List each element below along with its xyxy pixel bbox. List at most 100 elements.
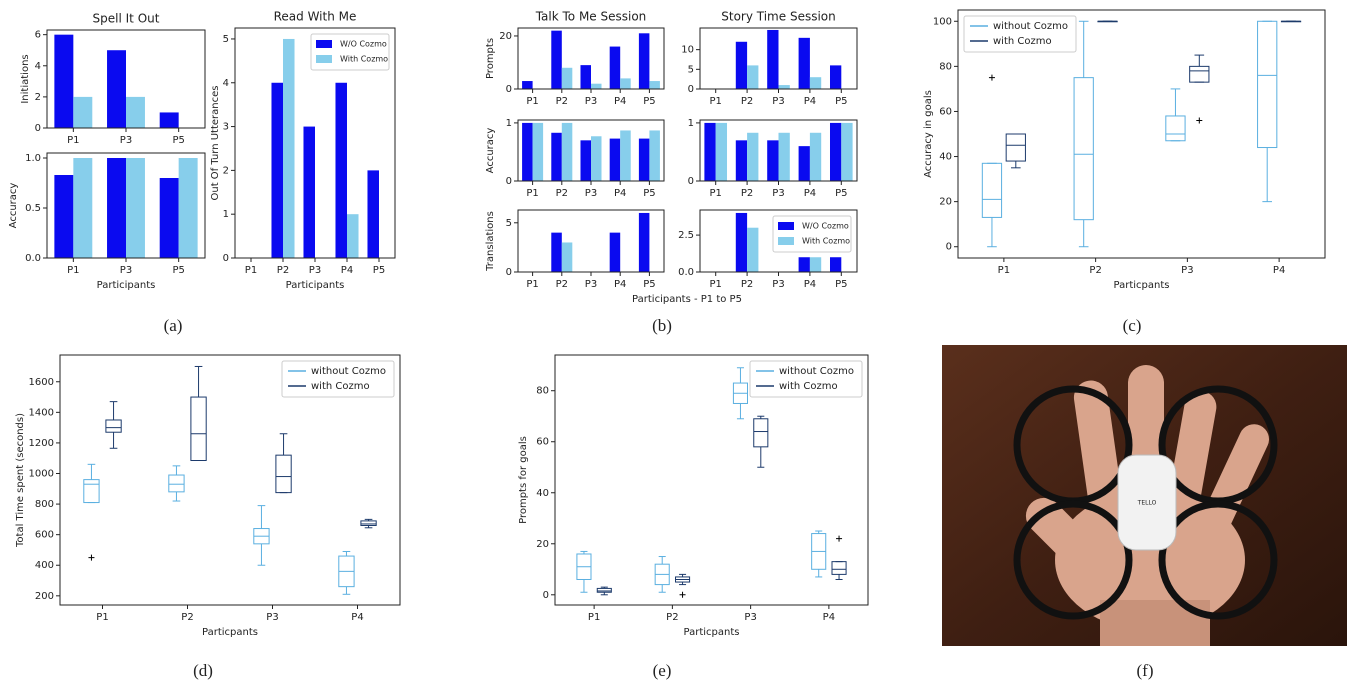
x-tick-label: P2 <box>741 96 753 107</box>
y-tick-label: 60 <box>939 106 952 117</box>
y-tick-label: 6 <box>35 30 41 41</box>
box <box>190 396 207 462</box>
y-tick-label: 20 <box>536 539 549 550</box>
bar <box>735 212 748 272</box>
caption: (a) <box>164 316 183 335</box>
y-tick-label: 0 <box>506 84 512 95</box>
bar <box>649 81 660 89</box>
box <box>753 418 769 448</box>
x-axis-label: Participants <box>286 280 345 291</box>
y-tick-label: 0 <box>223 253 229 264</box>
bar <box>522 81 533 89</box>
bar <box>638 33 650 89</box>
box <box>831 561 847 575</box>
y-tick-label: 40 <box>536 488 549 499</box>
y-tick-label: 0 <box>688 84 694 95</box>
y-axis-label: Total Time spent (seconds) <box>15 413 26 548</box>
box <box>596 587 612 593</box>
bar <box>532 122 544 181</box>
y-tick-label: 800 <box>35 499 54 510</box>
x-tick-label: P4 <box>341 265 353 276</box>
x-tick-label: P4 <box>823 612 835 623</box>
bar <box>591 83 602 89</box>
x-axis-label: Particpants <box>202 627 258 638</box>
bar <box>638 138 650 181</box>
x-tick-label: P5 <box>643 96 655 107</box>
bar <box>73 96 93 128</box>
y-axis-label: Accuracy <box>8 183 19 229</box>
x-tick-label: P3 <box>266 612 278 623</box>
x-axis-label: Particpants <box>684 627 740 638</box>
x-tick-label: P5 <box>373 265 385 276</box>
subplot: Story Time Session 0 5 10 P1 P2 P3 P4 P5 <box>681 10 858 107</box>
bar <box>829 122 842 181</box>
legend-swatch <box>778 237 794 245</box>
x-tick-label: P1 <box>526 188 538 199</box>
y-tick-label: 5 <box>223 34 229 45</box>
bar <box>580 65 591 89</box>
y-tick-label: 0 <box>35 123 41 134</box>
subplot-title: Spell It Out <box>93 12 160 26</box>
bar <box>73 158 93 258</box>
subplot: Talk To Me Session Prompts 0 20 P1 P2 P3 P4 P5 <box>485 10 665 107</box>
plot-frame <box>46 29 206 129</box>
bar <box>591 136 602 181</box>
y-tick-label: 0 <box>506 176 512 187</box>
bar <box>283 38 295 259</box>
x-tick-label: P5 <box>172 135 184 146</box>
y-tick-label: 1 <box>688 118 694 129</box>
legend-swatch <box>778 222 794 230</box>
bar <box>303 126 315 258</box>
x-tick-label: P5 <box>643 279 655 290</box>
y-tick-label: 1200 <box>29 438 54 449</box>
x-tick-label: P1 <box>245 265 257 276</box>
box <box>105 419 122 433</box>
legend-label: With Cozmo <box>340 55 388 64</box>
bar <box>54 34 74 128</box>
flier <box>1196 117 1203 124</box>
legend-label: without Cozmo <box>779 366 854 377</box>
x-tick-label: P3 <box>1181 265 1193 276</box>
x-tick-label: P4 <box>804 188 816 199</box>
x-tick-label: P3 <box>585 279 597 290</box>
legend-swatch <box>316 55 332 63</box>
y-tick-label: 1000 <box>29 469 54 480</box>
y-tick-label: 0 <box>688 176 694 187</box>
bar <box>367 170 379 258</box>
bar <box>126 96 145 128</box>
box <box>1165 115 1186 142</box>
x-tick-label: P2 <box>666 612 678 623</box>
x-tick-label: P2 <box>741 279 753 290</box>
plot-frame <box>517 119 665 182</box>
legend-label: W/O Cozmo <box>340 40 387 49</box>
x-tick-label: P5 <box>835 279 847 290</box>
x-tick-label: P5 <box>172 265 184 276</box>
subplot-title: Read With Me <box>274 10 357 24</box>
x-axis-label: Particpants <box>1114 280 1170 291</box>
legend-label: with Cozmo <box>311 381 370 392</box>
plot-frame <box>957 9 1326 259</box>
bar <box>809 77 822 89</box>
flier <box>988 74 995 81</box>
legend-label: with Cozmo <box>993 36 1052 47</box>
y-tick-label: 20 <box>939 197 952 208</box>
subplot: Total Time spent (seconds) Particpants 200… <box>15 354 401 638</box>
bar <box>126 158 145 258</box>
subplot: Accuracy 0 1 P1 P2 P3 P4 P5 <box>485 118 665 199</box>
y-tick-label: 10 <box>681 45 694 56</box>
bar <box>747 65 759 89</box>
subplot: Accuracy Participants 0.0 0.5 1.0 P1 P3 P5 <box>8 152 206 291</box>
bar <box>609 232 621 272</box>
x-tick-label: P1 <box>96 612 108 623</box>
x-tick-label: P2 <box>556 188 568 199</box>
x-axis-label: Participants <box>97 280 156 291</box>
box <box>1073 77 1094 221</box>
y-tick-label: 0.0 <box>678 267 694 278</box>
x-tick-label: P3 <box>120 135 132 146</box>
x-tick-label: P3 <box>772 188 784 199</box>
y-tick-label: 1.0 <box>25 153 41 164</box>
x-tick-label: P1 <box>67 265 79 276</box>
y-tick-label: 1400 <box>29 407 54 418</box>
plot-frame <box>46 152 206 259</box>
x-tick-label: P3 <box>585 96 597 107</box>
